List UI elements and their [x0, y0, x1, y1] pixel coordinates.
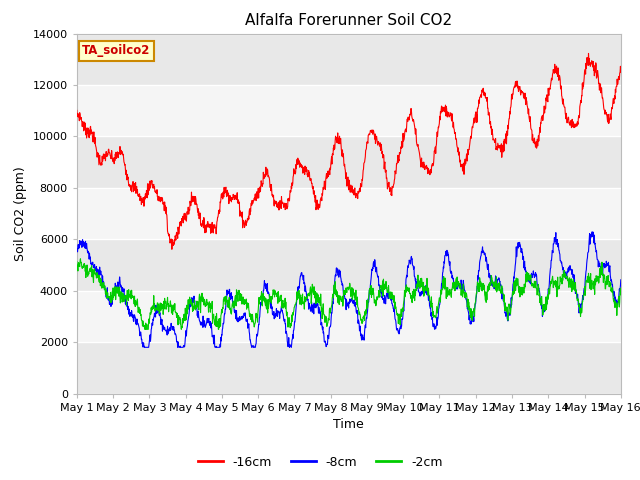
Bar: [77, 240, 621, 291]
Text: TA_soilco2: TA_soilco2: [82, 44, 150, 58]
Bar: [77, 188, 621, 240]
Bar: [77, 136, 621, 188]
Bar: [77, 34, 621, 85]
Bar: [77, 342, 621, 394]
X-axis label: Time: Time: [333, 418, 364, 431]
Title: Alfalfa Forerunner Soil CO2: Alfalfa Forerunner Soil CO2: [245, 13, 452, 28]
Bar: [77, 85, 621, 136]
Bar: [77, 291, 621, 342]
Legend: -16cm, -8cm, -2cm: -16cm, -8cm, -2cm: [193, 451, 447, 474]
Y-axis label: Soil CO2 (ppm): Soil CO2 (ppm): [14, 166, 27, 261]
